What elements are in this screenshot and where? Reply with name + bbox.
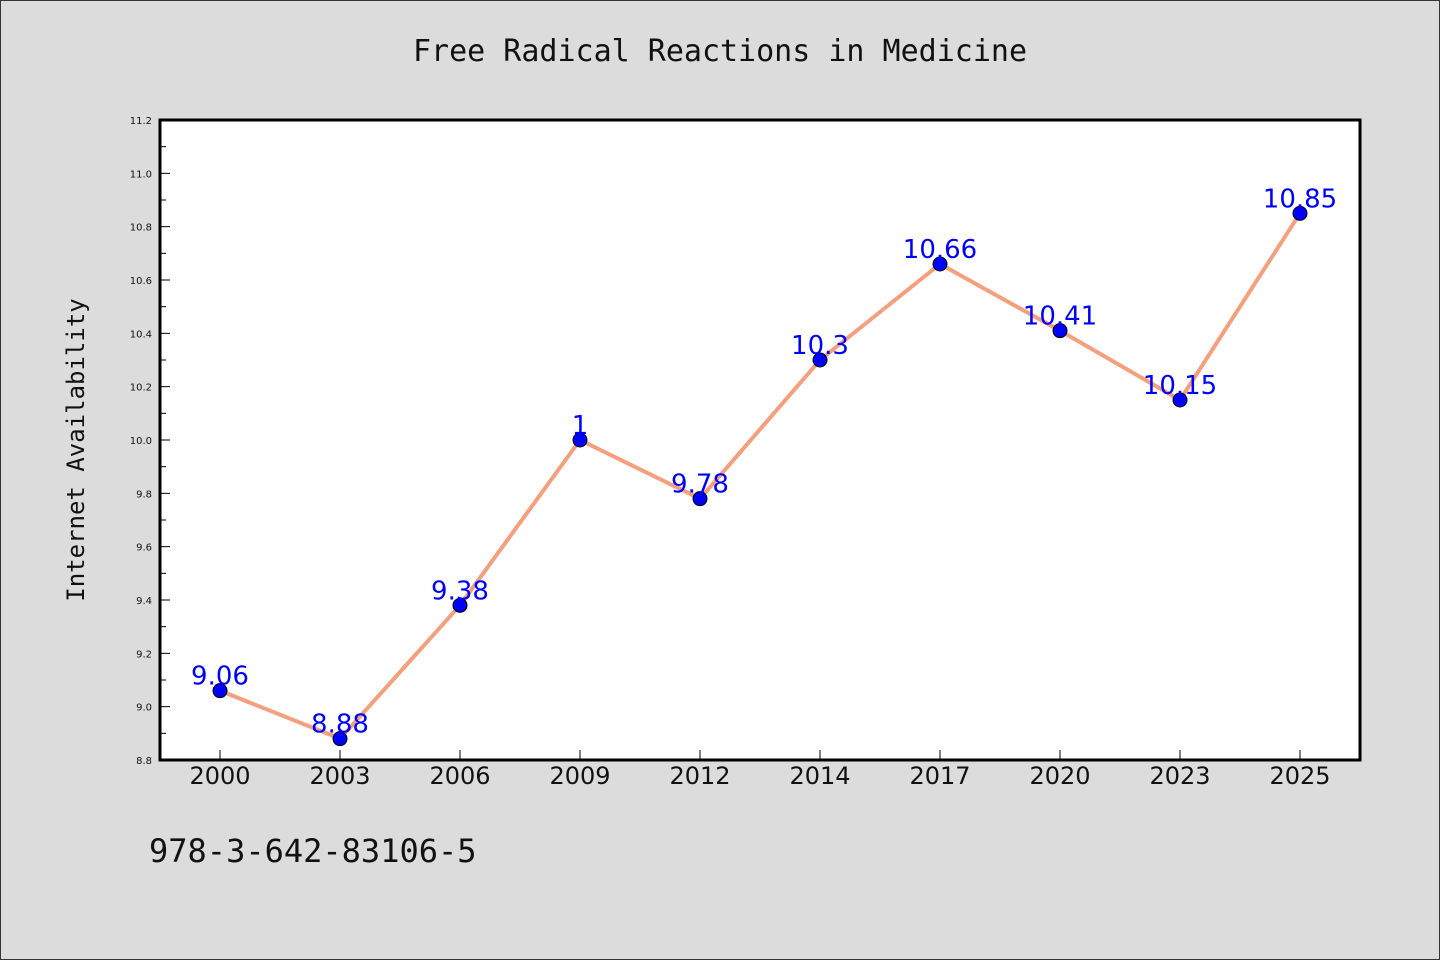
- y-tick-label: 11.0: [130, 169, 152, 180]
- x-tick-label: 2009: [549, 762, 610, 790]
- data-point: [452, 597, 468, 613]
- data-point: [1172, 392, 1188, 408]
- data-label: 1: [572, 411, 589, 441]
- data-label: 9.78: [671, 470, 729, 500]
- data-point: [812, 352, 828, 368]
- x-tick-label: 2012: [669, 762, 730, 790]
- data-point: [572, 432, 588, 448]
- x-tick-label: 2025: [1269, 762, 1330, 790]
- data-point: [692, 491, 708, 507]
- x-axis-ticks: 2000 2003 2006 2009 2012 2014 2017 2020 2023 2025: [189, 750, 1331, 790]
- y-tick-label: 10.0: [130, 436, 152, 447]
- chart-title: Free Radical Reactions in Medicine: [412, 34, 1028, 69]
- data-point: [332, 731, 348, 747]
- y-tick-label: 9.8: [136, 489, 152, 500]
- data-label: 9.38: [431, 576, 489, 606]
- x-tick-label: 2003: [309, 762, 370, 790]
- y-tick-label: 10.2: [130, 383, 152, 394]
- data-label: 9.06: [191, 662, 249, 692]
- y-tick-label: 10.8: [130, 223, 152, 234]
- data-point: [932, 256, 948, 272]
- data-point: [1292, 205, 1308, 221]
- data-labels: 9.06 8.88 9.38 1 9.78 10.3 10.66 10.41 10.15 10.8…: [191, 184, 1337, 739]
- y-tick-label: 9.6: [136, 543, 152, 554]
- series-line: [218, 211, 1302, 741]
- data-label: 10.15: [1143, 371, 1217, 401]
- data-point: [212, 683, 228, 699]
- y-tick-label: 9.0: [136, 703, 152, 714]
- data-label: 10.3: [791, 331, 849, 361]
- data-label: 10.66: [903, 235, 977, 265]
- plot-area: [160, 120, 1360, 760]
- y-tick-label: 9.2: [136, 649, 152, 660]
- y-tick-label: 8.8: [136, 756, 152, 767]
- x-tick-label: 2023: [1149, 762, 1210, 790]
- y-axis-ticks: 8.8 9.0 9.2 9.4 9.6 9.8 10.0 10.2 10.4 10.6 10.8 11…: [130, 116, 170, 767]
- y-tick-label: 10.4: [130, 329, 152, 340]
- data-label: 10.41: [1023, 302, 1097, 332]
- data-label: 10.85: [1263, 184, 1337, 214]
- x-tick-label: 2006: [429, 762, 490, 790]
- data-label: 8.88: [311, 710, 369, 740]
- isbn-text: 978-3-642-83106-5: [149, 832, 477, 870]
- y-tick-label: 11.2: [130, 116, 152, 127]
- x-tick-label: 2000: [189, 762, 250, 790]
- x-tick-label: 2020: [1029, 762, 1090, 790]
- x-tick-label: 2014: [789, 762, 850, 790]
- x-tick-label: 2017: [909, 762, 970, 790]
- y-tick-label: 9.4: [136, 596, 152, 607]
- series-markers: [212, 205, 1308, 747]
- y-tick-label: 10.6: [130, 276, 152, 287]
- data-point: [1052, 323, 1068, 339]
- plot-border: [158, 118, 1362, 762]
